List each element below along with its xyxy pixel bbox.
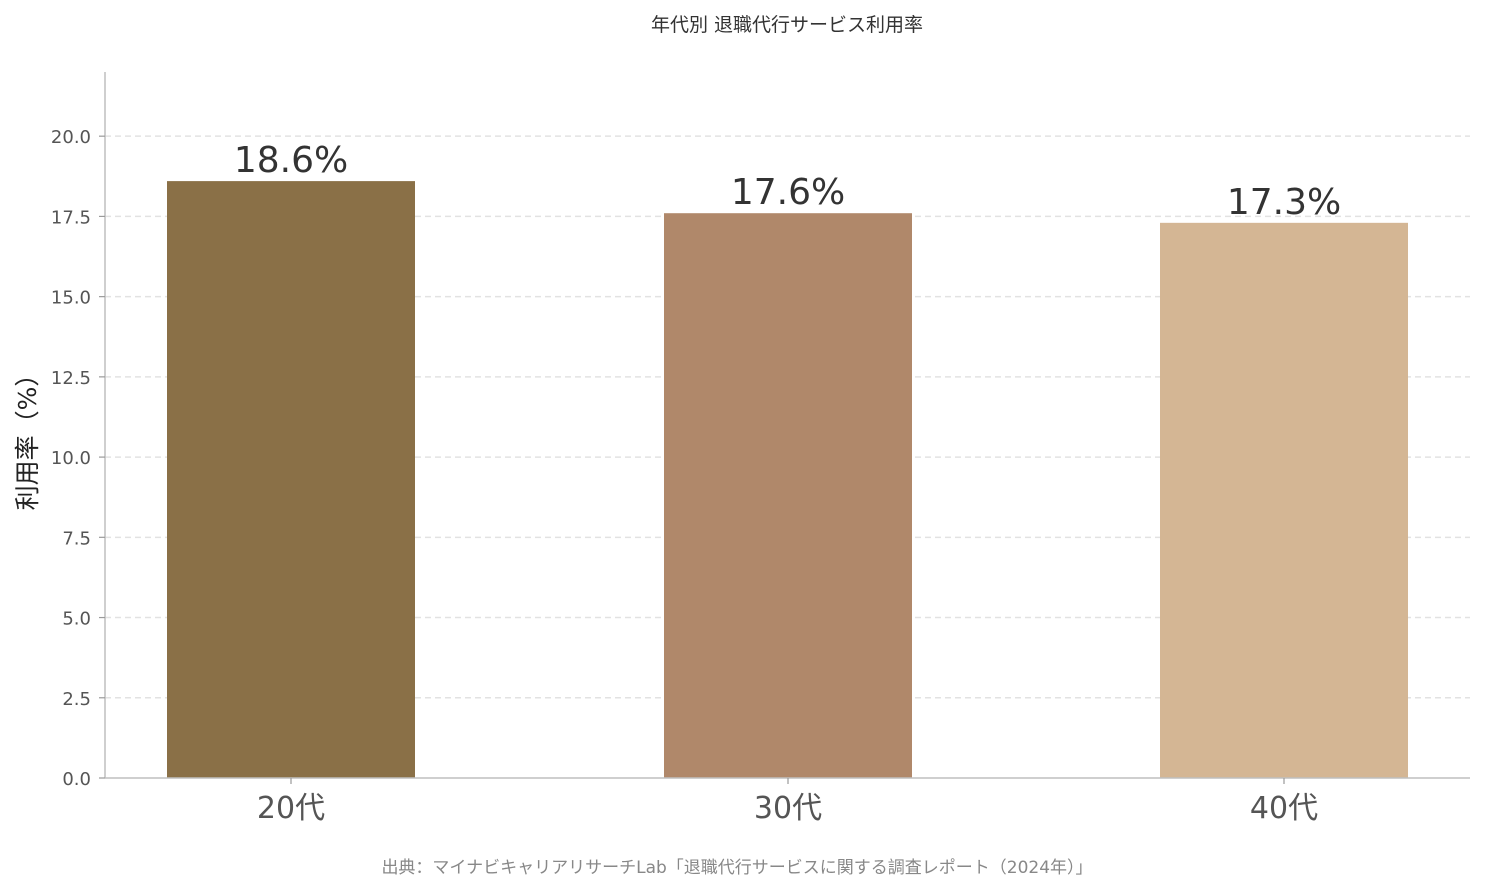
y-tick-label: 5.0 (62, 609, 91, 630)
bar-2 (664, 213, 912, 778)
x-tick-label: 40代 (1250, 791, 1318, 826)
x-axis-ticks: 20代 30代 40代 (257, 778, 1318, 826)
y-tick-label: 0.0 (62, 769, 91, 790)
bars (167, 181, 1408, 779)
y-tick-label: 2.5 (62, 689, 91, 710)
x-tick-label: 30代 (754, 791, 822, 826)
value-labels: 18.6% 17.6% 17.3% (234, 140, 1341, 223)
data-label: 17.6% (731, 172, 845, 213)
x-tick-label: 20代 (257, 791, 325, 826)
source-note: 出典：マイナビキャリアリサーチLab「退職代行サービスに関する調査レポート（20… (381, 858, 1092, 878)
chart-title: 年代別 退職代行サービス利用率 (651, 14, 923, 36)
y-tick-label: 15.0 (51, 288, 91, 309)
y-tick-label: 10.0 (51, 448, 91, 469)
y-tick-label: 7.5 (62, 528, 91, 549)
bar-1 (167, 181, 415, 779)
y-axis-label: 利用率（%） (13, 362, 42, 511)
y-axis-ticks: 0.0 2.5 5.0 7.5 10.0 12.5 15.0 17.5 20.0 (51, 127, 105, 790)
y-tick-label: 20.0 (51, 127, 91, 148)
data-label: 18.6% (234, 140, 348, 181)
data-label: 17.3% (1227, 182, 1341, 223)
y-tick-label: 12.5 (51, 368, 91, 389)
y-tick-label: 17.5 (51, 207, 91, 228)
bar-3 (1160, 222, 1408, 778)
